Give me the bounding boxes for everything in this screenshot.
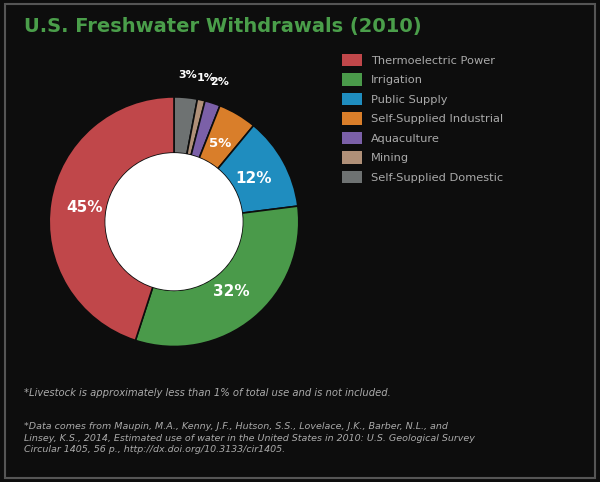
Text: 12%: 12% bbox=[235, 171, 272, 186]
Wedge shape bbox=[49, 97, 174, 340]
Text: *Data comes from Maupin, M.A., Kenny, J.F., Hutson, S.S., Lovelace, J.K., Barber: *Data comes from Maupin, M.A., Kenny, J.… bbox=[24, 422, 475, 455]
Text: 1%: 1% bbox=[197, 73, 215, 83]
Wedge shape bbox=[191, 101, 220, 158]
Wedge shape bbox=[174, 97, 197, 154]
Text: 5%: 5% bbox=[209, 137, 231, 150]
Text: 3%: 3% bbox=[178, 70, 197, 80]
Text: 45%: 45% bbox=[67, 200, 103, 215]
Text: 2%: 2% bbox=[210, 77, 229, 87]
Wedge shape bbox=[218, 125, 298, 213]
Legend: Thermoelectric Power, Irrigation, Public Supply, Self-Supplied Industrial, Aquac: Thermoelectric Power, Irrigation, Public… bbox=[341, 54, 503, 183]
Text: 32%: 32% bbox=[214, 284, 250, 299]
Text: *Livestock is approximately less than 1% of total use and is not included.: *Livestock is approximately less than 1%… bbox=[24, 388, 391, 398]
Wedge shape bbox=[187, 99, 205, 155]
Wedge shape bbox=[199, 106, 254, 169]
Text: U.S. Freshwater Withdrawals (2010): U.S. Freshwater Withdrawals (2010) bbox=[24, 17, 422, 36]
Circle shape bbox=[106, 153, 242, 290]
Wedge shape bbox=[136, 206, 299, 347]
